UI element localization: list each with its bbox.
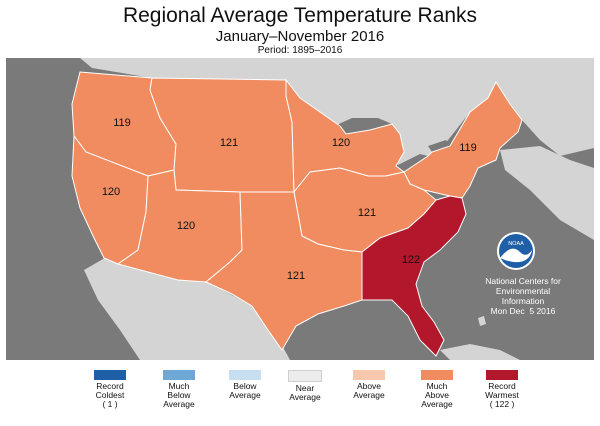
legend-label: Record Coldest( 1 )	[79, 382, 141, 409]
noaa-credit-line: National Centers for	[485, 276, 561, 286]
legend-label: Much Above Average	[406, 382, 468, 409]
legend-label-line: Average	[421, 399, 453, 409]
legend-label: Above Average	[338, 382, 400, 400]
region-south	[205, 191, 363, 351]
lake-superior	[330, 118, 392, 134]
legend-label-line: Below	[233, 381, 257, 391]
canada-east-land	[500, 146, 594, 240]
noaa-credit-line: Environmental	[495, 286, 551, 296]
region-east-north-central	[285, 78, 406, 194]
legend-swatch	[229, 370, 261, 380]
legend-label-line: Average	[229, 390, 261, 400]
rank-label-west-north-central: 121	[220, 137, 238, 149]
legend-label-line: Much	[168, 381, 190, 391]
legend-label-line: Average	[289, 392, 321, 402]
legend-label-line: Much	[426, 381, 448, 391]
legend-item: Much Below Average	[148, 370, 210, 409]
rank-label-south: 121	[287, 270, 305, 282]
rank-label-northeast: 119	[459, 142, 477, 154]
rank-label-southeast: 122	[402, 254, 420, 266]
legend-item: Below Average	[214, 370, 276, 400]
legend-label-line: ( 1 )	[102, 399, 118, 409]
rank-label-southwest: 120	[177, 220, 195, 232]
legend-swatch	[486, 370, 518, 380]
legend-label-line: Average	[163, 399, 195, 409]
legend: Record Coldest( 1 ) Much Below Average Below A…	[0, 370, 600, 426]
legend-label: Below Average	[214, 382, 276, 400]
legend-label-line: Below	[167, 390, 191, 400]
legend-swatch	[288, 370, 322, 382]
legend-label-line: Coldest	[95, 390, 125, 400]
legend-label: Near Average	[274, 384, 336, 402]
us-regional-map: 119 121 120 119 120 120 121 121 122 NOAA	[6, 58, 594, 360]
legend-swatch	[94, 370, 126, 380]
noaa-credit-date: Mon Dec 5 2016	[490, 306, 556, 316]
bahamas-land	[478, 316, 486, 326]
map-header: Regional Average Temperature Ranks Janua…	[0, 0, 600, 60]
region-southeast	[361, 195, 467, 357]
lake-ontario	[428, 140, 450, 152]
region-south-shape	[205, 191, 363, 351]
legend-label: Record Warmest( 122 )	[471, 382, 533, 409]
legend-label: Much Below Average	[148, 382, 210, 409]
legend-swatch	[353, 370, 385, 380]
baja-peninsula	[100, 258, 152, 350]
legend-item: Much Above Average	[406, 370, 468, 409]
legend-label-line: Average	[353, 390, 385, 400]
legend-swatch	[163, 370, 195, 380]
legend-label-line: Record	[488, 381, 516, 391]
region-southeast-shape	[361, 195, 467, 357]
lake-erie	[396, 154, 428, 172]
rank-label-northwest: 119	[113, 117, 131, 129]
cuba-land	[440, 344, 520, 360]
region-east-north-central-shape	[285, 78, 406, 194]
legend-label-line: Record	[96, 381, 124, 391]
legend-item: Record Warmest( 122 )	[471, 370, 533, 409]
map-title: Regional Average Temperature Ranks	[122, 4, 478, 27]
noaa-credit: National Centers for Environmental Infor…	[468, 276, 578, 316]
map-subtitle: January–November 2016	[215, 28, 385, 45]
legend-label-line: Warmest	[485, 390, 519, 400]
legend-item: Record Coldest( 1 )	[79, 370, 141, 409]
legend-label-line: Above	[356, 381, 382, 391]
legend-label-line: ( 122 )	[489, 399, 515, 409]
noaa-credit-line: Information	[501, 296, 545, 306]
legend-swatch	[421, 370, 453, 380]
noaa-logo-text: NOAA	[508, 241, 524, 247]
map-period: Period: 1895–2016	[257, 45, 343, 56]
rank-label-central: 121	[358, 207, 376, 219]
legend-item: Near Average	[274, 370, 336, 402]
rank-label-east-north-central: 120	[332, 137, 350, 149]
legend-label-line: Near	[295, 383, 315, 393]
legend-label-line: Above	[424, 390, 450, 400]
noaa-logo-gull-icon	[500, 248, 532, 263]
rank-label-west: 120	[102, 186, 120, 198]
legend-item: Above Average	[338, 370, 400, 400]
noaa-logo: NOAA	[497, 232, 535, 270]
canada-land	[80, 58, 594, 168]
